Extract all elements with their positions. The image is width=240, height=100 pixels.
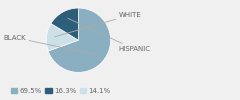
Legend: 69.5%, 16.3%, 14.1%: 69.5%, 16.3%, 14.1% — [8, 85, 114, 96]
Text: HISPANIC: HISPANIC — [68, 18, 151, 52]
Text: BLACK: BLACK — [4, 35, 97, 55]
Wedge shape — [46, 24, 78, 51]
Wedge shape — [48, 8, 111, 72]
Wedge shape — [51, 8, 78, 40]
Text: WHITE: WHITE — [55, 12, 141, 37]
